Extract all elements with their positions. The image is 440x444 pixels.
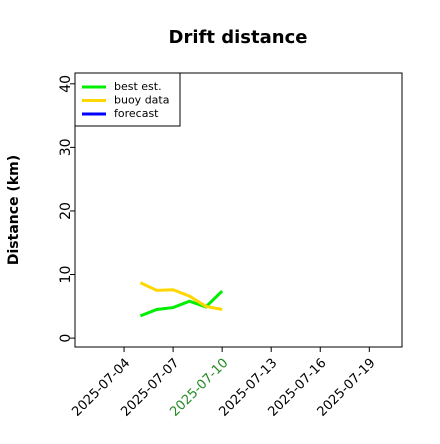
y-tick-label: 40 xyxy=(58,75,74,93)
legend-label: best est. xyxy=(114,80,162,93)
legend-label: buoy data xyxy=(114,94,169,107)
series-line xyxy=(139,289,224,318)
legend-label: forecast xyxy=(114,107,159,120)
y-tick-label: 30 xyxy=(58,138,74,156)
y-tick-label: 0 xyxy=(58,334,74,343)
y-axis-label: Distance (km) xyxy=(6,155,22,265)
y-tick-label: 20 xyxy=(58,202,74,220)
series-line xyxy=(139,281,223,311)
plot-frame xyxy=(74,72,403,348)
chart-title: Drift distance xyxy=(169,27,308,48)
y-tick-label: 10 xyxy=(58,266,74,284)
